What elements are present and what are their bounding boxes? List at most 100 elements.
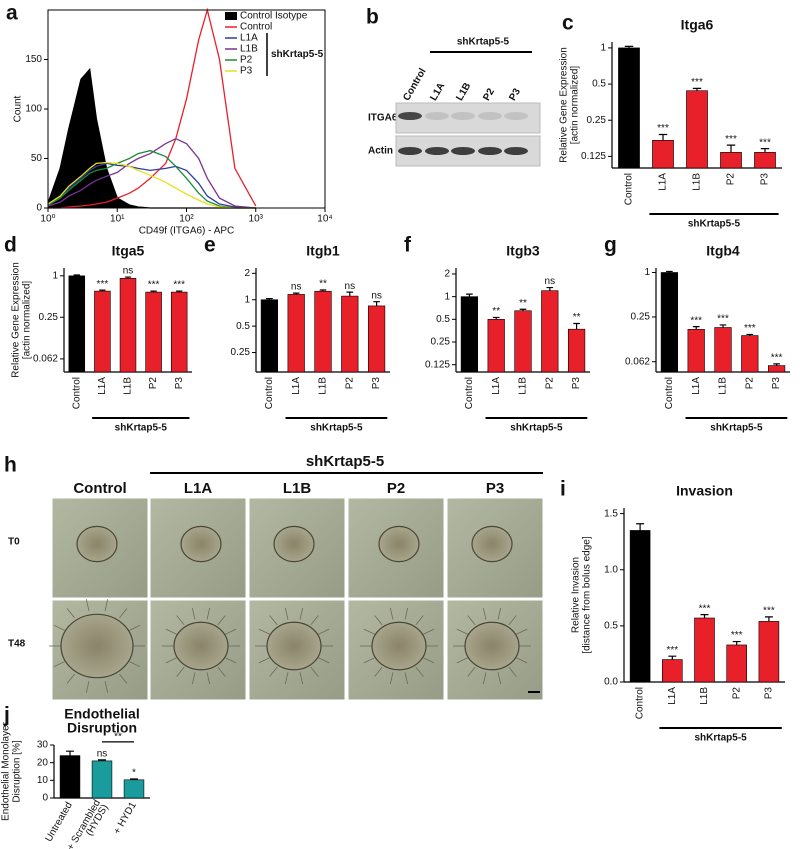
error-bar <box>492 316 500 320</box>
bar <box>694 617 715 683</box>
chart-title: Itga5 <box>112 243 145 259</box>
error-bar <box>700 614 709 619</box>
invasion-strand <box>467 615 476 626</box>
significance-label: *** <box>148 280 160 291</box>
invasion-strand <box>284 672 289 685</box>
y-axis-label: Disruption [%] <box>12 740 23 802</box>
bar <box>367 305 386 373</box>
blot-band <box>504 112 528 120</box>
y-axis-label: [actin normalized] <box>22 281 33 360</box>
panel-label: b <box>366 6 379 29</box>
significance-label: *** <box>759 137 771 148</box>
bar <box>660 272 679 373</box>
panel-label: g <box>604 234 617 257</box>
bar <box>460 296 479 373</box>
invasion-strand <box>66 608 75 619</box>
error-bar <box>99 289 106 292</box>
invasion-strand <box>299 672 304 685</box>
invasion-strand <box>415 615 424 626</box>
bar <box>541 290 559 373</box>
y-tick-label: 0.25 <box>39 312 59 323</box>
invasion-strand <box>497 672 502 685</box>
lane-label: L1B <box>454 81 473 103</box>
error-bar <box>519 308 527 311</box>
bar <box>686 90 708 169</box>
x-tick-label: L1A <box>291 377 302 395</box>
error-bar <box>292 292 300 295</box>
invasion-strand <box>258 657 270 664</box>
y-tick-label: 0 <box>42 793 48 804</box>
bar <box>514 310 532 373</box>
y-tick-label: 1 <box>600 43 606 54</box>
invasion-strand <box>165 628 177 635</box>
x-tick-label: Control <box>464 377 475 409</box>
significance-label: ns <box>545 276 556 287</box>
legend-label: L1B <box>240 44 258 55</box>
spheroid <box>378 525 420 563</box>
y-tick-label: 1 <box>444 291 450 302</box>
invasion-strand <box>104 599 109 611</box>
panel-label: c <box>562 12 574 35</box>
invasion-strand <box>374 666 383 677</box>
invasion-strand <box>53 661 65 668</box>
y-tick-label: 0.062 <box>625 356 650 367</box>
blot-row-label: Actin <box>368 146 393 157</box>
error-bar <box>726 144 736 153</box>
bar <box>260 299 279 373</box>
y-tick-label: 0 <box>36 203 42 214</box>
invasion-strand <box>404 607 409 620</box>
y-tick-label: 2 <box>244 268 250 279</box>
invasion-strand <box>85 681 90 693</box>
error-bar <box>746 333 754 336</box>
invasion-strand <box>389 672 394 685</box>
blot-band <box>425 147 449 155</box>
column-label: L1B <box>283 480 312 497</box>
column-label: P2 <box>387 480 405 497</box>
invasion-strand <box>217 666 226 677</box>
invasion-strand <box>374 615 383 626</box>
error-bar <box>266 298 273 300</box>
column-label: L1A <box>184 480 213 497</box>
invasion-strand <box>363 628 375 635</box>
significance-label: *** <box>763 606 775 617</box>
panel-label: j <box>3 704 10 727</box>
error-bar <box>98 759 106 761</box>
legend-label: P3 <box>240 66 253 77</box>
legend-swatch <box>225 12 237 20</box>
invasion-strand <box>269 615 278 626</box>
significance-label: ns <box>371 290 382 301</box>
lane-label: L1A <box>428 81 447 103</box>
lane-label: P2 <box>481 86 497 102</box>
significance-label: *** <box>731 630 743 641</box>
significance-label: *** <box>717 314 729 325</box>
y-axis-label: Relative Gene Expression <box>559 47 570 163</box>
invasion-strand <box>217 615 226 626</box>
error-bar <box>373 301 380 306</box>
bar <box>314 290 332 373</box>
y-tick-label: 2 <box>444 269 450 280</box>
bar <box>618 47 640 169</box>
spheroid <box>464 621 520 671</box>
bar <box>68 275 86 373</box>
y-tick-label: 1.5 <box>604 508 618 519</box>
significance-label: ns <box>345 281 356 292</box>
group-label: shKrtap5-5 <box>310 423 363 434</box>
spheroid <box>471 525 513 563</box>
panel-label: f <box>404 234 412 257</box>
blot-group-label: shKrtap5-5 <box>457 37 510 48</box>
significance-label: ** <box>573 312 581 323</box>
error-bar <box>636 523 645 531</box>
bar <box>287 294 305 373</box>
error-bar <box>692 326 700 330</box>
chart-title: Invasion <box>676 483 733 499</box>
invasion-strand <box>404 672 409 685</box>
x-tick-label: P3 <box>764 687 775 700</box>
significance-label: ** <box>519 298 527 309</box>
y-tick-label: 0.5 <box>236 321 250 332</box>
significance-label: *** <box>691 77 703 88</box>
error-bar <box>668 655 677 660</box>
x-tick-label: Control <box>635 687 646 719</box>
invasion-strand <box>310 666 319 677</box>
error-bar <box>760 148 770 153</box>
invasion-strand <box>225 657 237 664</box>
